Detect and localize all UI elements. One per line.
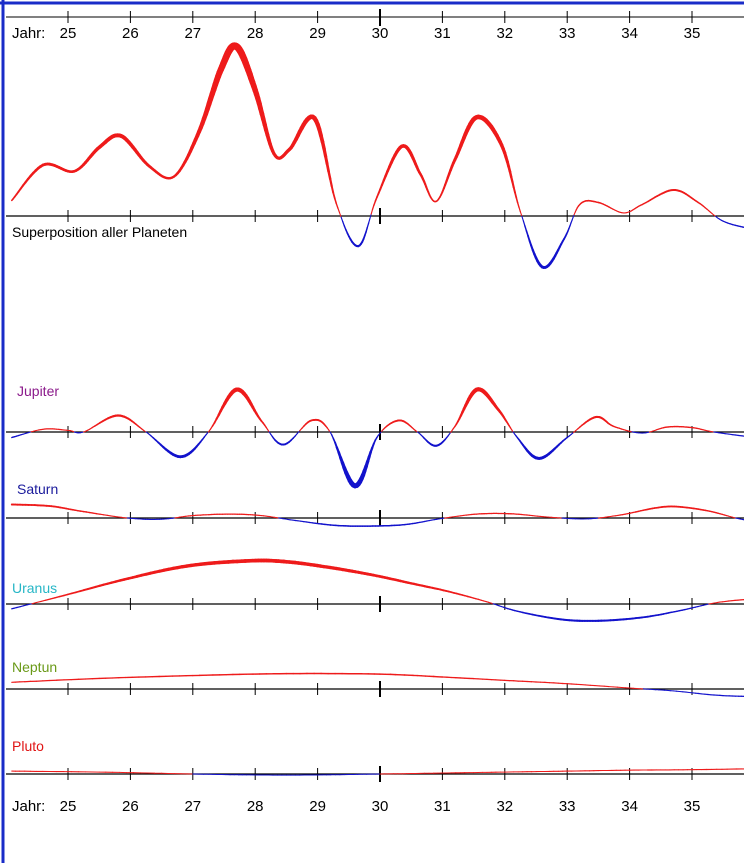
curve-segment: [325, 162, 330, 173]
bottom-year-prefix: Jahr:: [12, 798, 45, 815]
curve-segment: [521, 215, 524, 222]
curve-segment: [27, 603, 33, 606]
top-axis-tick-label: 34: [621, 25, 638, 42]
bottom-axis-tick-label: 26: [122, 798, 139, 815]
curve-segment: [106, 514, 112, 517]
curve-segment: [334, 197, 338, 205]
panel-neptun: [6, 672, 744, 698]
saturn-label: Saturn: [17, 481, 58, 497]
curve-segment: [370, 208, 374, 215]
panel-superposition-aller-planeten: [6, 42, 744, 269]
curve-segment: [327, 170, 332, 181]
curve-segment: [516, 201, 520, 208]
top-axis-tick-label: 25: [60, 25, 77, 42]
curve-segment: [514, 191, 518, 199]
curve-segment: [19, 605, 25, 608]
top-axis-tick-label: 28: [247, 25, 264, 42]
bottom-axis-tick-label: 33: [559, 798, 576, 815]
curve-segment: [31, 601, 37, 605]
panel-saturn: [6, 503, 744, 527]
bottom-axis-tick-label: 35: [684, 798, 701, 815]
pluto-label: Pluto: [12, 738, 44, 754]
curve-segment: [103, 514, 108, 516]
curve-segment: [519, 211, 523, 217]
bottom-year-axis: Jahr: 252627282930313233343536: [12, 798, 701, 815]
curve-segment: [99, 513, 105, 516]
top-year-prefix: Jahr:: [12, 25, 45, 42]
top-axis-ticks: [67, 9, 693, 26]
curve-segment: [330, 185, 335, 194]
top-axis-tick-label: 33: [559, 25, 576, 42]
curve-segment: [44, 598, 51, 601]
curve-segment: [512, 186, 516, 194]
top-axis-tick-labels: 252627282930313233343536: [60, 25, 701, 42]
curve-segment: [35, 600, 42, 604]
curve-segment: [522, 220, 526, 227]
curve-segment: [40, 599, 47, 603]
curve-segment: [340, 216, 344, 223]
curve-segment: [49, 597, 56, 600]
jupiter-label: Jupiter: [17, 383, 59, 399]
curve-segment: [337, 207, 341, 214]
curve-segment: [518, 206, 522, 213]
top-axis-tick-label: 32: [496, 25, 513, 42]
curve-segment: [54, 595, 61, 599]
curve-segment: [332, 191, 336, 200]
panel-jupiter: [6, 387, 744, 489]
top-axis-tick-label: 30: [372, 25, 389, 42]
curve-segment: [371, 204, 375, 211]
top-year-axis: Jahr: 252627282930313233343536: [6, 9, 744, 42]
bottom-axis-tick-labels: 252627282930313233343536: [60, 798, 701, 815]
curve-segment: [329, 177, 333, 188]
bottom-axis-tick-label: 25: [60, 798, 77, 815]
curve-segment: [113, 515, 119, 518]
curve-segment: [366, 222, 370, 229]
neptun-label: Neptun: [12, 659, 57, 675]
bottom-axis-tick-label: 29: [309, 798, 326, 815]
top-axis-tick-label: 35: [684, 25, 701, 42]
curve-segment: [515, 196, 519, 204]
top-axis-tick-label: 27: [184, 25, 201, 42]
curve-segment: [365, 226, 369, 233]
curve-segment: [335, 202, 339, 209]
curve-segment: [368, 218, 371, 224]
curve-segment: [369, 213, 372, 220]
bottom-axis-tick-label: 27: [184, 798, 201, 815]
uranus-label: Uranus: [12, 580, 57, 596]
top-axis-tick-label: 29: [309, 25, 326, 42]
bottom-axis-tick-label: 34: [621, 798, 638, 815]
bottom-axis-tick-label: 28: [247, 798, 264, 815]
curve-segment: [338, 212, 342, 218]
bottom-axis-tick-label: 31: [434, 798, 451, 815]
planet-panels: [6, 42, 744, 782]
superposition-label: Superposition aller Planeten: [12, 224, 187, 240]
top-axis-tick-label: 31: [434, 25, 451, 42]
panel-uranus: [6, 558, 744, 622]
curve-segment: [110, 515, 115, 517]
curve-segment: [524, 225, 528, 232]
panel-pluto: [6, 766, 744, 782]
curve-segment: [294, 432, 299, 437]
bottom-axis-tick-label: 30: [372, 798, 389, 815]
curve-segment: [342, 220, 345, 227]
bottom-axis-tick-label: 32: [496, 798, 513, 815]
curve-segment: [742, 226, 744, 229]
curve-segment: [23, 604, 29, 607]
top-axis-tick-label: 26: [122, 25, 139, 42]
